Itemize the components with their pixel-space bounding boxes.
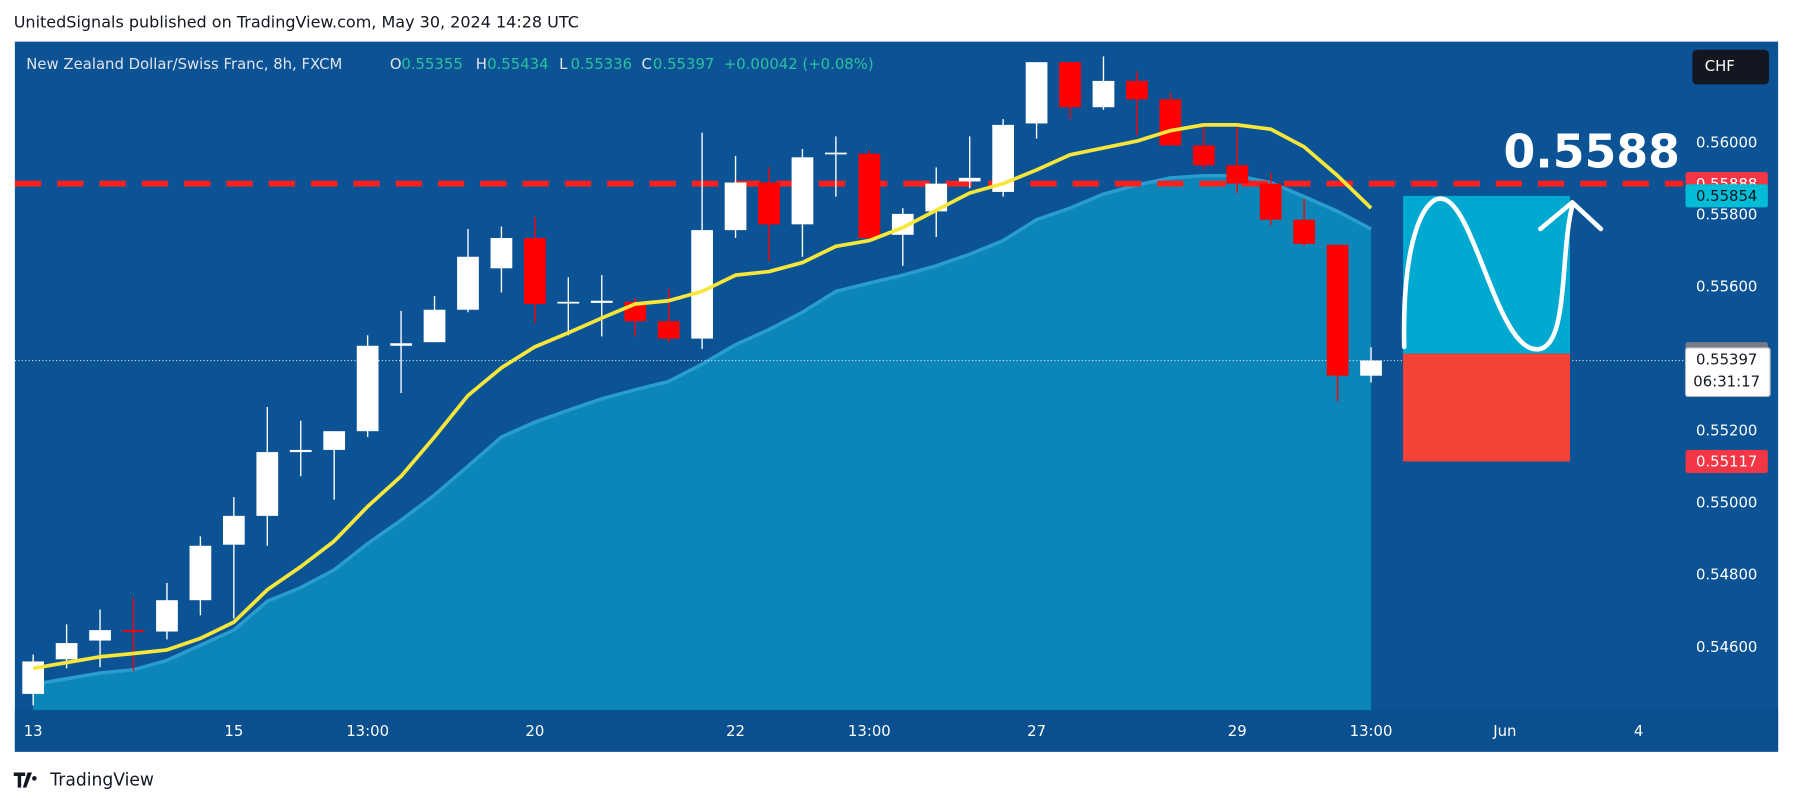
currency-button xyxy=(1692,49,1769,85)
stop-zone xyxy=(1403,353,1571,462)
x-tick-label: 13:00 xyxy=(346,722,389,740)
candle-body xyxy=(1126,80,1148,100)
target-tag-bg xyxy=(1685,184,1768,208)
legend-letter: H xyxy=(476,55,487,73)
footer-logo: TradingView xyxy=(13,771,154,791)
candle-body xyxy=(590,300,613,303)
candle-body xyxy=(992,124,1014,192)
projection-arrow xyxy=(1538,200,1604,232)
candle-body xyxy=(289,449,312,453)
candle-body xyxy=(691,230,713,339)
y-tick-label: 0.56000 xyxy=(1696,133,1757,151)
candle-body xyxy=(122,630,145,632)
y-tick-label: 0.55200 xyxy=(1696,421,1757,439)
candle-body xyxy=(390,343,412,346)
y-tick-label: 0.55800 xyxy=(1696,205,1757,223)
candle-body xyxy=(657,321,680,339)
candle-body xyxy=(490,238,513,269)
candle-body xyxy=(1293,219,1316,244)
candle-body xyxy=(89,630,111,641)
legend-value: 0.55355 xyxy=(401,55,462,73)
candle-body xyxy=(557,301,580,304)
candle-body xyxy=(256,452,279,516)
y-tick-label: 0.54600 xyxy=(1696,638,1757,656)
y-tick-label: 0.54800 xyxy=(1696,566,1757,584)
x-tick-label: 22 xyxy=(726,722,745,740)
candle-body xyxy=(423,309,446,343)
legend-value: 0.55397 xyxy=(653,55,714,73)
projection-curve xyxy=(1401,196,1575,352)
legend-letter: C xyxy=(642,55,652,73)
candle-body xyxy=(791,157,814,225)
candle-body xyxy=(1192,145,1215,166)
candle-body xyxy=(55,643,78,660)
publish-header: UnitedSignals published on TradingView.c… xyxy=(14,13,579,32)
stop-tag: 0.55117 xyxy=(1696,453,1757,471)
annotation: 0.5588 xyxy=(1503,124,1680,178)
y-tick-label: 0.55600 xyxy=(1696,277,1757,295)
legend-change: +0.00042 (+0.08%) xyxy=(724,55,874,73)
candle-body xyxy=(1360,360,1382,376)
candle-body xyxy=(356,345,379,432)
candle-body xyxy=(1159,99,1182,146)
x-tick-label: 27 xyxy=(1027,722,1046,740)
x-tick-label: 13:00 xyxy=(848,722,891,740)
last-price-tag-bg xyxy=(1684,347,1771,397)
candle-body xyxy=(1092,80,1115,108)
candle-body xyxy=(858,153,881,239)
x-tick-label: 4 xyxy=(1634,722,1643,740)
last-price-tag: 0.55397 xyxy=(1696,350,1757,368)
ma-area-edge xyxy=(32,173,1372,687)
logo-mark xyxy=(13,772,37,788)
candle-body xyxy=(1025,62,1048,124)
candle-body xyxy=(758,182,780,225)
legend-letter: O xyxy=(390,55,402,73)
legend-value: 0.55336 xyxy=(571,55,632,73)
x-tick-label: 20 xyxy=(525,722,544,740)
candle-body xyxy=(323,431,346,450)
stop-tag-bg xyxy=(1685,449,1768,474)
candle-body xyxy=(1226,165,1249,184)
x-tick-label: 15 xyxy=(224,722,243,740)
ma-area xyxy=(33,175,1372,711)
candle-body xyxy=(825,152,847,155)
countdown: 06:31:17 xyxy=(1693,372,1760,390)
brand: TradingView xyxy=(49,771,154,791)
candle-body xyxy=(189,545,212,601)
x-tick-label: 13 xyxy=(24,722,43,740)
candle-body xyxy=(925,183,948,212)
time-axis xyxy=(14,710,1779,752)
candle-body xyxy=(1059,62,1081,108)
x-tick-label: 13:00 xyxy=(1350,722,1393,740)
candle-body xyxy=(958,177,981,182)
candle-body xyxy=(724,182,747,231)
candle-body xyxy=(222,515,245,545)
candle-body xyxy=(156,600,178,632)
candle-body xyxy=(1326,244,1349,376)
legend-value: 0.55434 xyxy=(487,55,548,73)
legend-symbol: New Zealand Dollar/Swiss Franc, 8h, FXCM xyxy=(26,55,342,73)
candle-body xyxy=(1259,183,1282,220)
candle-body xyxy=(22,661,45,694)
target-tag: 0.55854 xyxy=(1696,187,1757,205)
x-tick-label: Jun xyxy=(1492,722,1516,740)
candle-body xyxy=(457,256,479,310)
y-tick-label: 0.55000 xyxy=(1696,494,1757,512)
currency-label: CHF xyxy=(1705,57,1735,75)
candle-body xyxy=(524,238,546,304)
ma-line xyxy=(32,123,1373,671)
legend-letter: L xyxy=(559,55,568,73)
x-tick-label: 29 xyxy=(1228,722,1247,740)
